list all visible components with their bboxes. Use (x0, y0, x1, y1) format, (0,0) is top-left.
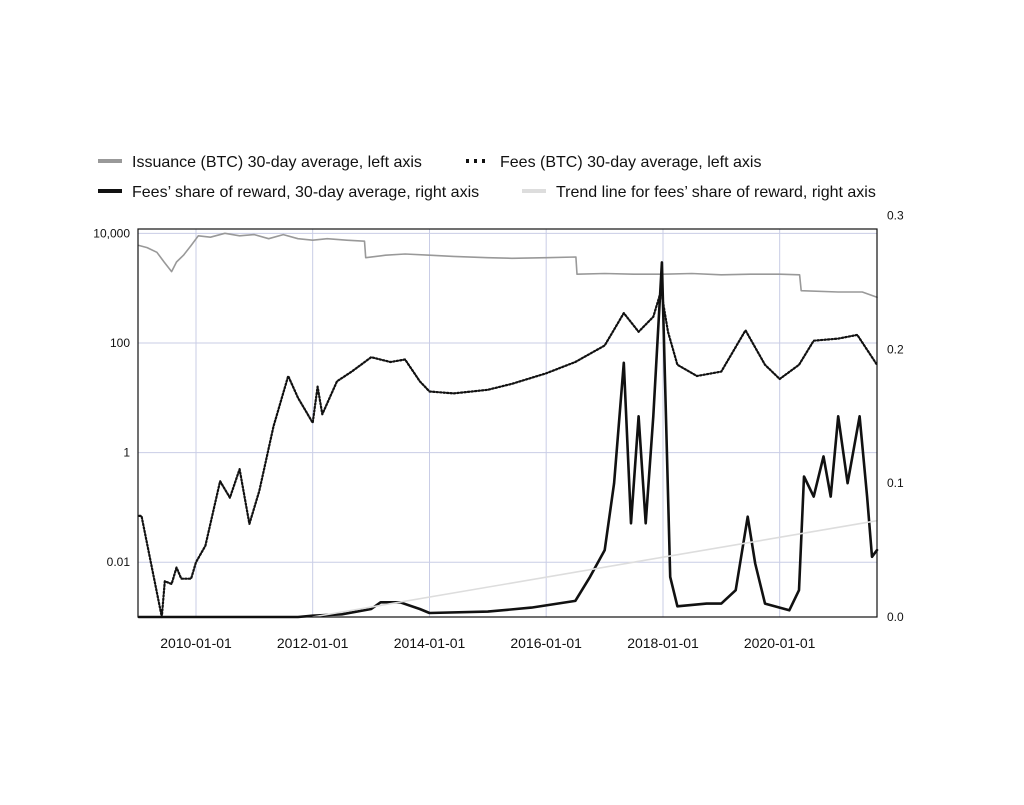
grid (138, 229, 877, 617)
plot-border (137, 228, 878, 618)
left-axis-tick-label: 0.01 (107, 555, 131, 569)
series-line (138, 232, 878, 299)
legend-label: Issuance (BTC) 30-day average, left axis (132, 154, 422, 171)
right-axis-tick-label: 0.0 (887, 610, 904, 624)
series-line (138, 289, 879, 619)
legend: Issuance (BTC) 30-day average, left axis… (98, 154, 876, 201)
x-axis-tick-label: 2012-01-01 (277, 635, 349, 651)
plot-frame (137, 228, 878, 618)
left-axis-tick-label: 1 (123, 446, 130, 460)
series-line (137, 261, 879, 619)
legend-label: Fees’ share of reward, 30-day average, r… (132, 184, 479, 201)
x-axis-tick-label: 2018-01-01 (627, 635, 699, 651)
series-line (311, 519, 878, 618)
x-axis-tick-label: 2014-01-01 (394, 635, 466, 651)
legend-label: Fees (BTC) 30-day average, left axis (500, 154, 761, 171)
x-axis-tick-label: 2010-01-01 (160, 635, 232, 651)
legend-label: Trend line for fees’ share of reward, ri… (556, 184, 876, 201)
x-axis-tick-label: 2016-01-01 (510, 635, 582, 651)
axes: 10,000 100 1 0.01 0.0 0.1 0.2 0.3 2010-01-01 2012… (93, 209, 904, 651)
x-axis-tick-label: 2020-01-01 (744, 635, 816, 651)
left-axis-tick-label: 100 (110, 336, 130, 350)
series-layer (137, 232, 879, 619)
right-axis-tick-label: 0.2 (887, 342, 904, 356)
right-axis-tick-label: 0.3 (887, 209, 904, 223)
left-axis-tick-label: 10,000 (93, 226, 130, 240)
right-axis-tick-label: 0.1 (887, 476, 904, 490)
